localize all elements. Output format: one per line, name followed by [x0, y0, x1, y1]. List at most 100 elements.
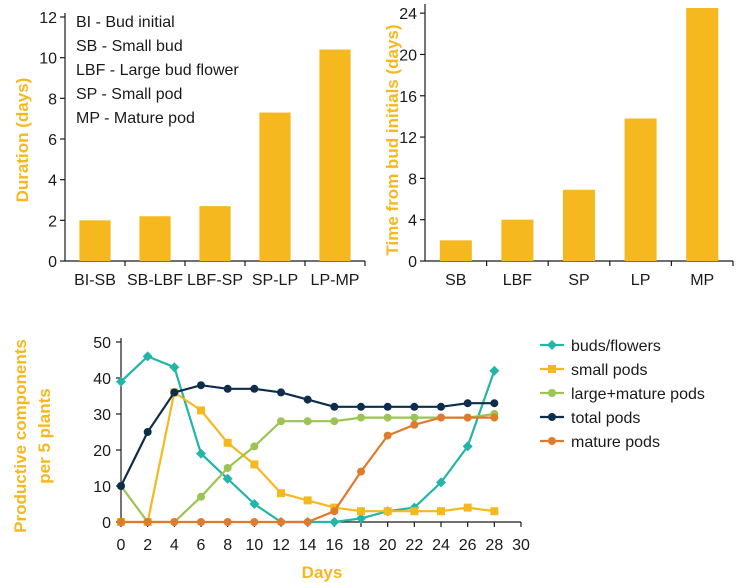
data-point-mature-pods: [250, 518, 259, 526]
chart-b-x-tick-label: LBF: [503, 272, 533, 289]
legend-swatch-marker: [547, 340, 557, 350]
chart-c-y-axis-label-line-1: Productive components: [11, 339, 30, 533]
chart-c-x-tick-label: 0: [117, 537, 126, 554]
chart-a-bar: [259, 112, 291, 261]
chart-a-legend-line-3: LBF - Large bud flower: [76, 62, 239, 79]
duration-bar-chart: BI - Bud initial SB - Small bud LBF - La…: [13, 10, 366, 289]
chart-c-x-tick-label: 28: [485, 537, 503, 554]
legend-swatch-marker: [548, 365, 556, 373]
chart-b-y-axis-label: Time from bud initials (days): [383, 24, 402, 255]
data-point-small-pods: [383, 507, 392, 516]
data-point-total-pods: [490, 399, 499, 408]
chart-a-legend-line-1: BI - Bud initial: [76, 14, 175, 31]
chart-a-y-axis-label: Duration (days): [13, 78, 32, 203]
data-point-buds-flowers: [249, 499, 260, 509]
data-point-buds-flowers: [436, 477, 446, 488]
data-point-large-mature-pods: [303, 417, 312, 426]
data-point-total-pods: [410, 402, 419, 411]
data-point-small-pods: [197, 406, 205, 415]
data-point-total-pods: [277, 388, 285, 397]
data-point-small-pods: [250, 460, 259, 469]
chart-c-x-tick-label: 26: [459, 537, 477, 554]
chart-c-x-axis-label: Days: [302, 563, 343, 582]
chart-c-y-tick-label: 40: [93, 371, 111, 388]
data-point-large-mature-pods: [357, 413, 365, 422]
chart-b-x-tick-label: SP: [568, 272, 589, 289]
data-point-large-mature-pods: [223, 464, 232, 472]
data-point-total-pods: [197, 381, 205, 390]
data-point-total-pods: [170, 388, 179, 397]
chart-a-y-tick-label: 12: [39, 10, 57, 27]
data-point-mature-pods: [383, 431, 392, 440]
data-point-mature-pods: [410, 420, 419, 429]
data-point-mature-pods: [490, 413, 499, 422]
data-point-small-pods: [463, 503, 472, 512]
chart-c-x-tick-label: 24: [432, 537, 450, 554]
chart-b-y-tick-label: 8: [408, 171, 417, 188]
chart-b-x-tick-label: SB: [445, 272, 466, 289]
data-point-buds-flowers: [196, 448, 206, 459]
chart-a-y-tick-label: 4: [48, 173, 57, 190]
data-point-large-mature-pods: [383, 413, 392, 422]
data-point-mature-pods: [223, 518, 232, 526]
legend-label: mature pods: [571, 434, 660, 451]
chart-a-y-tick-label: 2: [48, 213, 57, 230]
chart-c-x-tick-label: 18: [352, 537, 370, 554]
chart-a-y-tick-label: 0: [48, 254, 57, 271]
legend-label: total pods: [571, 410, 640, 427]
chart-b-bar: [562, 189, 596, 261]
chart-c-x-tick-label: 4: [170, 537, 179, 554]
data-point-buds-flowers: [489, 365, 500, 376]
data-point-small-pods: [357, 507, 365, 516]
legend-label: buds/flowers: [571, 338, 661, 355]
data-point-small-pods: [410, 507, 419, 516]
data-point-buds-flowers: [329, 517, 340, 527]
data-point-mature-pods: [143, 518, 152, 526]
chart-b-x-tick-label: MP: [690, 272, 714, 289]
data-point-small-pods: [490, 507, 499, 516]
chart-c-x-tick-label: 16: [325, 537, 343, 554]
data-point-mature-pods: [330, 507, 339, 516]
chart-b-bar: [501, 219, 534, 261]
series-line-large-mature-pods: [120, 412, 495, 524]
chart-b-y-tick-label: 16: [399, 89, 417, 106]
chart-c-y-tick-label: 30: [93, 407, 111, 424]
data-point-large-mature-pods: [410, 413, 419, 422]
chart-c-y-tick-label: 20: [93, 443, 111, 460]
data-point-total-pods: [357, 402, 365, 411]
data-point-total-pods: [383, 402, 392, 411]
chart-c-x-tick-label: 12: [272, 537, 290, 554]
chart-a-legend-line-5: MP - Mature pod: [76, 110, 195, 127]
chart-c-x-tick-label: 30: [512, 537, 530, 554]
data-point-mature-pods: [357, 467, 365, 476]
chart-a-x-tick-label: SP-LP: [252, 272, 298, 289]
chart-a-x-tick-label: BI-SB: [74, 272, 116, 289]
chart-b-y-tick-label: 24: [399, 6, 417, 23]
chart-c-x-tick-label: 20: [379, 537, 397, 554]
chart-b-y-tick-label: 0: [408, 254, 417, 271]
data-point-large-mature-pods: [250, 442, 259, 451]
data-point-total-pods: [143, 428, 152, 436]
chart-b-bar: [686, 8, 719, 261]
chart-a-bar: [319, 49, 351, 262]
time-from-bud-bar-chart: Time from bud initials (days) 0 4 8 12 16 20 2…: [383, 4, 734, 289]
chart-c-x-tick-label: 22: [405, 537, 423, 554]
data-point-large-mature-pods: [197, 492, 205, 501]
chart-c-y-tick-label: 50: [93, 335, 111, 352]
data-point-large-mature-pods: [330, 417, 339, 426]
legend-item-buds-flowers: buds/flowers: [540, 338, 661, 355]
chart-a-bar: [79, 220, 111, 261]
legend-item-mature-pods: mature pods: [540, 434, 660, 451]
data-point-total-pods: [330, 402, 339, 411]
chart-c-y-axis-label-line-2: per 5 plants: [35, 388, 54, 483]
legend-label: small pods: [571, 362, 647, 379]
data-point-buds-flowers: [169, 362, 180, 373]
chart-c-y-tick-label: 0: [102, 515, 111, 532]
chart-a-x-tick-label: SB-LBF: [127, 272, 183, 289]
chart-a-x-tick-label: LBF-SP: [187, 272, 243, 289]
series-mature-pods: [117, 413, 499, 526]
data-point-buds-flowers: [222, 473, 233, 484]
legend-swatch-marker: [548, 413, 556, 421]
data-point-large-mature-pods: [277, 417, 285, 426]
